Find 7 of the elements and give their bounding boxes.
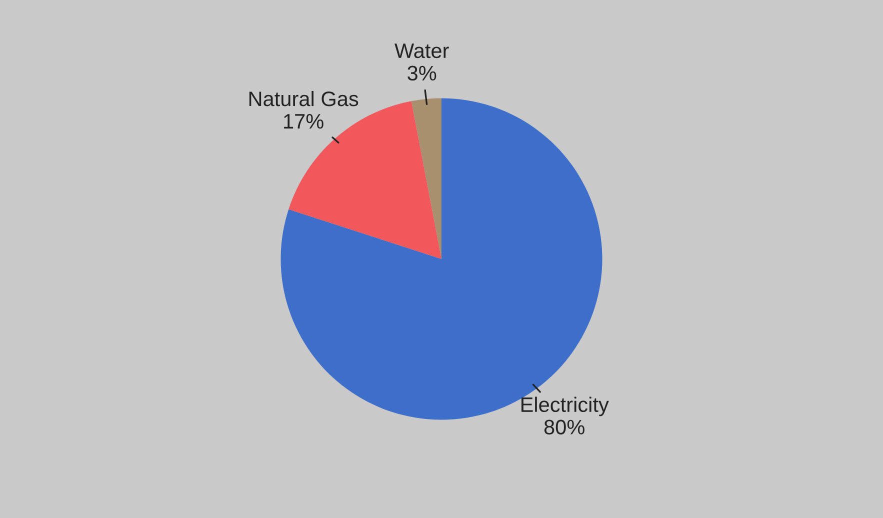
data-label: 3% <box>408 66 436 81</box>
pie-slice <box>411 98 442 259</box>
slice-label: Water <box>394 44 449 58</box>
slice-label: Electricity <box>521 396 609 416</box>
slice-label: Natural Gas <box>249 90 358 106</box>
data-label: 80% <box>544 420 584 434</box>
data-label: 17% <box>284 114 324 129</box>
